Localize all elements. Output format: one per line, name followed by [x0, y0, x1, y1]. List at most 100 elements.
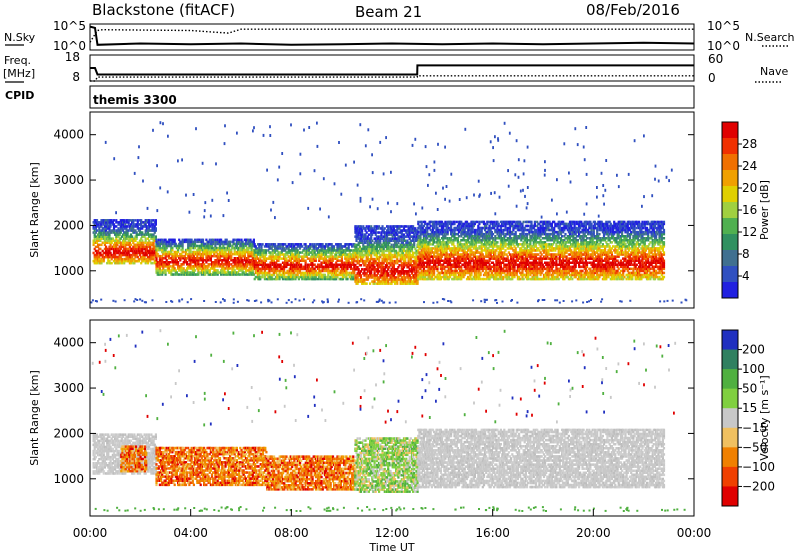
power-panel-cell-787 [158, 239, 160, 242]
power-panel-cell-2667 [346, 278, 348, 281]
power-panel-cell-2208 [299, 251, 301, 254]
power-panel-cell-511 [134, 219, 136, 222]
power-panel-cell-4756 [478, 221, 480, 224]
power-panel-cell-3282 [387, 225, 389, 228]
power-panel-cell-2012 [281, 266, 283, 269]
power-panel-cell-3973 [430, 243, 432, 246]
noise-right-tick-top: 10^5 [707, 19, 740, 33]
power-panel-cell-2540 [333, 245, 335, 248]
power-panel-cell-916 [171, 247, 173, 250]
power-panel-cell-372 [123, 219, 125, 222]
power-panel-cell-2972 [369, 282, 371, 285]
power-panel-cell-665 [148, 219, 150, 222]
power-panel-cell-2858 [361, 268, 363, 271]
power-panel-cell-3223 [384, 227, 386, 230]
power-panel-cell-1478 [228, 261, 230, 264]
power-panel-cell-2142 [293, 264, 295, 267]
power-panel-cell-1317 [212, 239, 214, 242]
nsearch-label: N.Search [745, 31, 795, 44]
power-panel-cell-1535 [234, 239, 236, 242]
power-panel-cell-2226 [301, 245, 303, 248]
power-panel-cell-245 [113, 219, 115, 222]
power-panel-cell-748 [155, 219, 157, 222]
power-panel-cell-83 [99, 248, 101, 251]
power-panel-cell-4965 [492, 237, 494, 240]
power-panel-cell-3766 [417, 231, 419, 234]
beam-title: Beam 21 [355, 3, 422, 21]
power-panel-cell-2854 [360, 225, 362, 228]
power-panel-cell-1903 [269, 251, 271, 254]
power-panel-cell-4388 [456, 221, 458, 224]
power-panel-cell-1301 [211, 255, 213, 258]
power-panel-cell-536 [138, 258, 140, 261]
power-panel-cell-1173 [199, 271, 201, 274]
power-panel-cell-1219 [202, 239, 204, 242]
power-panel-cell-3446 [398, 264, 400, 267]
power-panel-cell-4357 [453, 221, 455, 224]
power-panel-cell-2252 [305, 260, 307, 263]
power-panel-cell-2525 [332, 255, 334, 258]
power-panel-cell-4966 [492, 233, 494, 236]
power-panel-cell-3265 [387, 272, 389, 275]
power-panel-cell-2358 [315, 253, 317, 256]
power-panel-cell-1277 [209, 263, 211, 266]
power-panel-cell-486 [132, 219, 134, 222]
power-panel-cell-2570 [336, 264, 338, 267]
power-panel-cell-2190 [298, 276, 300, 279]
power-panel-cell-1488 [229, 267, 231, 270]
power-panel-cell-4757 [480, 278, 482, 281]
nsky-label: N.Sky [4, 31, 36, 44]
power-panel-cell-1861 [265, 249, 267, 252]
power-panel-cell-966 [177, 261, 179, 264]
power-panel-cell-4129 [440, 264, 442, 267]
power-panel-cell-2215 [300, 264, 302, 267]
power-panel-cell-1737 [253, 239, 255, 242]
power-panel-cell-1827 [262, 243, 264, 246]
noise-left-tick-top: 10^5 [53, 19, 86, 33]
power-panel-cell-2489 [328, 247, 330, 250]
power-panel-cell-3184 [381, 225, 383, 228]
power-panel-cell-4006 [432, 247, 434, 250]
power-panel-cell-1022 [183, 251, 185, 254]
power-panel-cell-4896 [487, 221, 489, 224]
power-panel-cell-444 [129, 219, 131, 222]
power-panel-cell-3566 [405, 225, 407, 228]
cpid-label: CPID [5, 89, 34, 102]
power-panel-cell-47 [96, 229, 98, 232]
frequency-panel-series-1 [90, 76, 694, 81]
freq-left-tick-top: 18 [65, 50, 80, 64]
power-panel-cell-2265 [306, 245, 308, 248]
power-panel-cell-2298 [309, 243, 311, 246]
power-panel-cell-888 [169, 265, 171, 268]
power-panel-cell-3013 [371, 274, 373, 277]
power-panel-cell-3633 [410, 254, 412, 256]
power-panel-cell-4291 [450, 260, 452, 263]
power-panel-cell-2431 [323, 266, 325, 269]
power-panel-cell-2709 [350, 249, 352, 252]
power-panel-cell-108 [102, 242, 104, 245]
power-panel-cell-2754 [354, 260, 356, 263]
date-title: 08/Feb/2016 [586, 1, 680, 19]
cpid-text: themis 3300 [93, 93, 177, 107]
power-panel-cell-2273 [307, 257, 309, 260]
power-panel-cell-3141 [379, 254, 381, 256]
power-panel-cell-3120 [378, 270, 380, 273]
power-panel-cell-3132 [378, 231, 380, 234]
power-panel-cell-3769 [417, 221, 419, 224]
power-panel-cell-3484 [401, 262, 403, 265]
power-panel-cell-827 [162, 257, 164, 260]
power-panel-cell-4706 [476, 255, 478, 258]
noise-panel: 10^5 10^0 10^5 10^0 [53, 19, 740, 53]
power-panel-cell-940 [174, 239, 176, 242]
power-panel-cell-4265 [448, 245, 450, 248]
power-panel-cell-1581 [238, 239, 240, 242]
power-panel-cell-1950 [274, 243, 276, 246]
power-panel-cell-920 [172, 273, 174, 276]
power-panel-cell-2937 [366, 231, 368, 234]
power-panel-cell-597 [142, 242, 144, 245]
power-panel-cell-2013 [281, 257, 283, 260]
noise-right-tick-bottom: 10^0 [707, 39, 740, 53]
power-panel-cell-3826 [421, 221, 423, 224]
power-panel-cell-277 [115, 219, 117, 222]
power-panel-cell-693 [151, 262, 153, 265]
